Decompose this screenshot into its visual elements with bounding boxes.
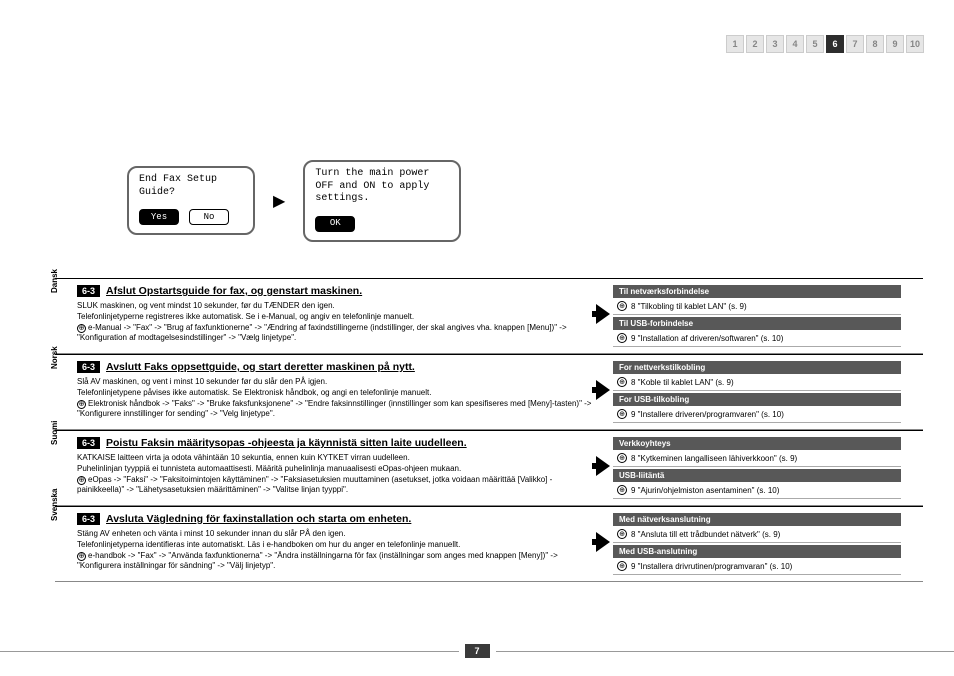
lang-label: Suomi [50,421,59,445]
ok-button[interactable]: OK [315,216,355,232]
section-title: Afslut Opstartsguide for fax, og genstar… [106,285,362,297]
link-icon: ⊕ [617,377,627,387]
link-icon: ⊕ [617,453,627,463]
lang-label: Dansk [50,269,59,293]
page-nav-4[interactable]: 4 [786,35,804,53]
body-line: ⊕e-handbok -> "Fax" -> "Använda faxfunkt… [77,551,593,573]
section-badge: 6-3 [77,285,100,297]
dialog-restart: Turn the main power OFF and ON to apply … [303,160,461,242]
link-icon: ⊕ [617,333,627,343]
body-line: KATKAISE laitteen virta ja odota vähintä… [77,453,593,464]
body-line: Stäng AV enheten och vänta i minst 10 se… [77,529,593,540]
right-link[interactable]: ⊕8 "Ansluta till ett trådbundet nätverk"… [613,526,901,543]
page-nav-3[interactable]: 3 [766,35,784,53]
page-nav-6[interactable]: 6 [826,35,844,53]
right-link[interactable]: ⊕9 "Installera drivrutinen/programvaran"… [613,558,901,575]
dialog-row: End Fax Setup Guide? Yes No ▶ Turn the m… [127,160,461,242]
section-badge: 6-3 [77,361,100,373]
body-line: Telefonlinjetypene påvises ikke automati… [77,388,593,399]
page-number: 7 [465,644,490,658]
no-button[interactable]: No [189,209,229,225]
right-header: For USB-tilkobling [613,393,901,406]
language-sections: Dansk 6-3 Afslut Opstartsguide for fax, … [55,278,923,582]
manual-icon: ⊕ [77,552,86,561]
right-header: USB-liitäntä [613,469,901,482]
body-line: ⊕e-Manual -> "Fax" -> "Brug af faxfunkti… [77,323,593,345]
link-icon: ⊕ [617,301,627,311]
section-norsk: Norsk 6-3 Avslutt Faks oppsettguide, og … [55,354,923,430]
link-icon: ⊕ [617,485,627,495]
page-nav-8[interactable]: 8 [866,35,884,53]
section-badge: 6-3 [77,437,100,449]
body-line: Telefonlinjetyperne registreres ikke aut… [77,312,593,323]
body-line: Puhelinlinjan tyyppiä ei tunnisteta auto… [77,464,593,475]
link-icon: ⊕ [617,529,627,539]
section-title: Avslutt Faks oppsettguide, og start dere… [106,361,415,373]
page-footer: 7 [0,644,954,658]
manual-icon: ⊕ [77,324,86,333]
right-header: Til USB-forbindelse [613,317,901,330]
page-nav-9[interactable]: 9 [886,35,904,53]
arrow-icon [596,456,610,476]
lang-label: Svenska [50,489,59,521]
right-link[interactable]: ⊕9 "Installere driveren/programvaren" (s… [613,406,901,423]
section-dansk: Dansk 6-3 Afslut Opstartsguide for fax, … [55,278,923,354]
manual-icon: ⊕ [77,476,86,485]
link-icon: ⊕ [617,561,627,571]
page-nav: 1 2 3 4 5 6 7 8 9 10 [726,35,924,53]
dialog-end-fax: End Fax Setup Guide? Yes No [127,166,255,235]
section-title: Poistu Faksin määritysopas -ohjeesta ja … [106,437,467,449]
arrow-icon [596,304,610,324]
arrow-icon [596,532,610,552]
right-link[interactable]: ⊕9 "Ajurin/ohjelmiston asentaminen" (s. … [613,482,901,499]
right-header: Til netværksforbindelse [613,285,901,298]
yes-button[interactable]: Yes [139,209,179,225]
right-link[interactable]: ⊕8 "Koble til kablet LAN" (s. 9) [613,374,901,391]
dialog-text: OFF and ON to apply [315,181,449,194]
right-link[interactable]: ⊕9 "Installation af driveren/softwaren" … [613,330,901,347]
page-nav-5[interactable]: 5 [806,35,824,53]
page-nav-7[interactable]: 7 [846,35,864,53]
arrow-icon: ▶ [273,191,285,211]
dialog-text: End Fax Setup [139,174,243,187]
right-link[interactable]: ⊕8 "Tilkobling til kablet LAN" (s. 9) [613,298,901,315]
footer-rule [0,651,459,652]
dialog-text: Guide? [139,187,243,200]
body-line: SLUK maskinen, og vent mindst 10 sekunde… [77,301,593,312]
body-line: ⊕eOpas -> "Faksi" -> "Faksitoimintojen k… [77,475,593,497]
dialog-text: Turn the main power [315,168,449,181]
link-icon: ⊕ [617,409,627,419]
section-badge: 6-3 [77,513,100,525]
manual-icon: ⊕ [77,400,86,409]
page-nav-1[interactable]: 1 [726,35,744,53]
section-title: Avsluta Vägledning för faxinstallation o… [106,513,411,525]
dialog-text: settings. [315,193,449,206]
section-suomi: Suomi 6-3 Poistu Faksin määritysopas -oh… [55,430,923,506]
page-nav-2[interactable]: 2 [746,35,764,53]
section-svenska: Svenska 6-3 Avsluta Vägledning för faxin… [55,506,923,582]
right-header: Verkkoyhteys [613,437,901,450]
lang-label: Norsk [50,346,59,369]
right-header: Med USB-anslutning [613,545,901,558]
right-header: For nettverkstilkobling [613,361,901,374]
right-header: Med nätverksanslutning [613,513,901,526]
footer-rule [496,651,954,652]
body-line: Telefonlinjetyperna identifieras inte au… [77,540,593,551]
arrow-icon [596,380,610,400]
body-line: ⊕Elektronisk håndbok -> "Faks" -> "Bruke… [77,399,593,421]
body-line: Slå AV maskinen, og vent i minst 10 seku… [77,377,593,388]
right-link[interactable]: ⊕8 "Kytkeminen langalliseen lähiverkkoon… [613,450,901,467]
page-nav-10[interactable]: 10 [906,35,924,53]
